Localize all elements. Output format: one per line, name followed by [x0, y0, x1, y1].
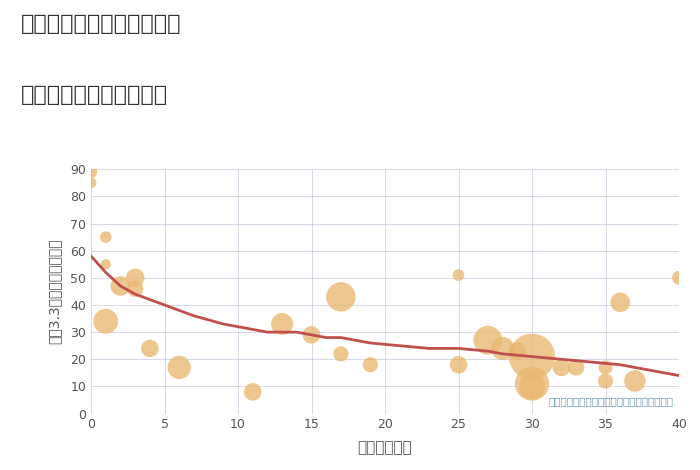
Point — [100, 318, 111, 325]
Point — [497, 345, 508, 352]
Point — [276, 320, 288, 328]
Point — [512, 347, 523, 355]
Point — [115, 282, 126, 290]
Point — [453, 271, 464, 279]
Point — [100, 233, 111, 241]
Point — [526, 383, 538, 390]
Point — [556, 364, 567, 371]
Point — [453, 361, 464, 368]
Point — [526, 380, 538, 387]
Text: 円の大きさは、取引のあった物件面積を示す: 円の大きさは、取引のあった物件面積を示す — [548, 396, 673, 406]
Point — [526, 353, 538, 360]
Point — [482, 337, 493, 344]
Point — [247, 388, 258, 396]
Point — [335, 350, 346, 358]
Point — [629, 377, 641, 385]
Point — [615, 298, 626, 306]
Point — [673, 274, 685, 282]
X-axis label: 築年数（年）: 築年数（年） — [358, 440, 412, 455]
Point — [100, 260, 111, 268]
Point — [600, 377, 611, 385]
Point — [130, 285, 141, 292]
Point — [600, 364, 611, 371]
Point — [85, 168, 97, 176]
Text: 築年数別中古戸建て価格: 築年数別中古戸建て価格 — [21, 85, 168, 105]
Text: 三重県松阪市御麻生薗町の: 三重県松阪市御麻生薗町の — [21, 14, 181, 34]
Point — [130, 274, 141, 282]
Point — [335, 293, 346, 301]
Point — [174, 364, 185, 371]
Point — [144, 345, 155, 352]
Point — [365, 361, 376, 368]
Point — [306, 331, 317, 338]
Point — [85, 179, 97, 187]
Y-axis label: 坪（3.3㎡）単価（万円）: 坪（3.3㎡）単価（万円） — [48, 239, 62, 344]
Point — [570, 364, 582, 371]
